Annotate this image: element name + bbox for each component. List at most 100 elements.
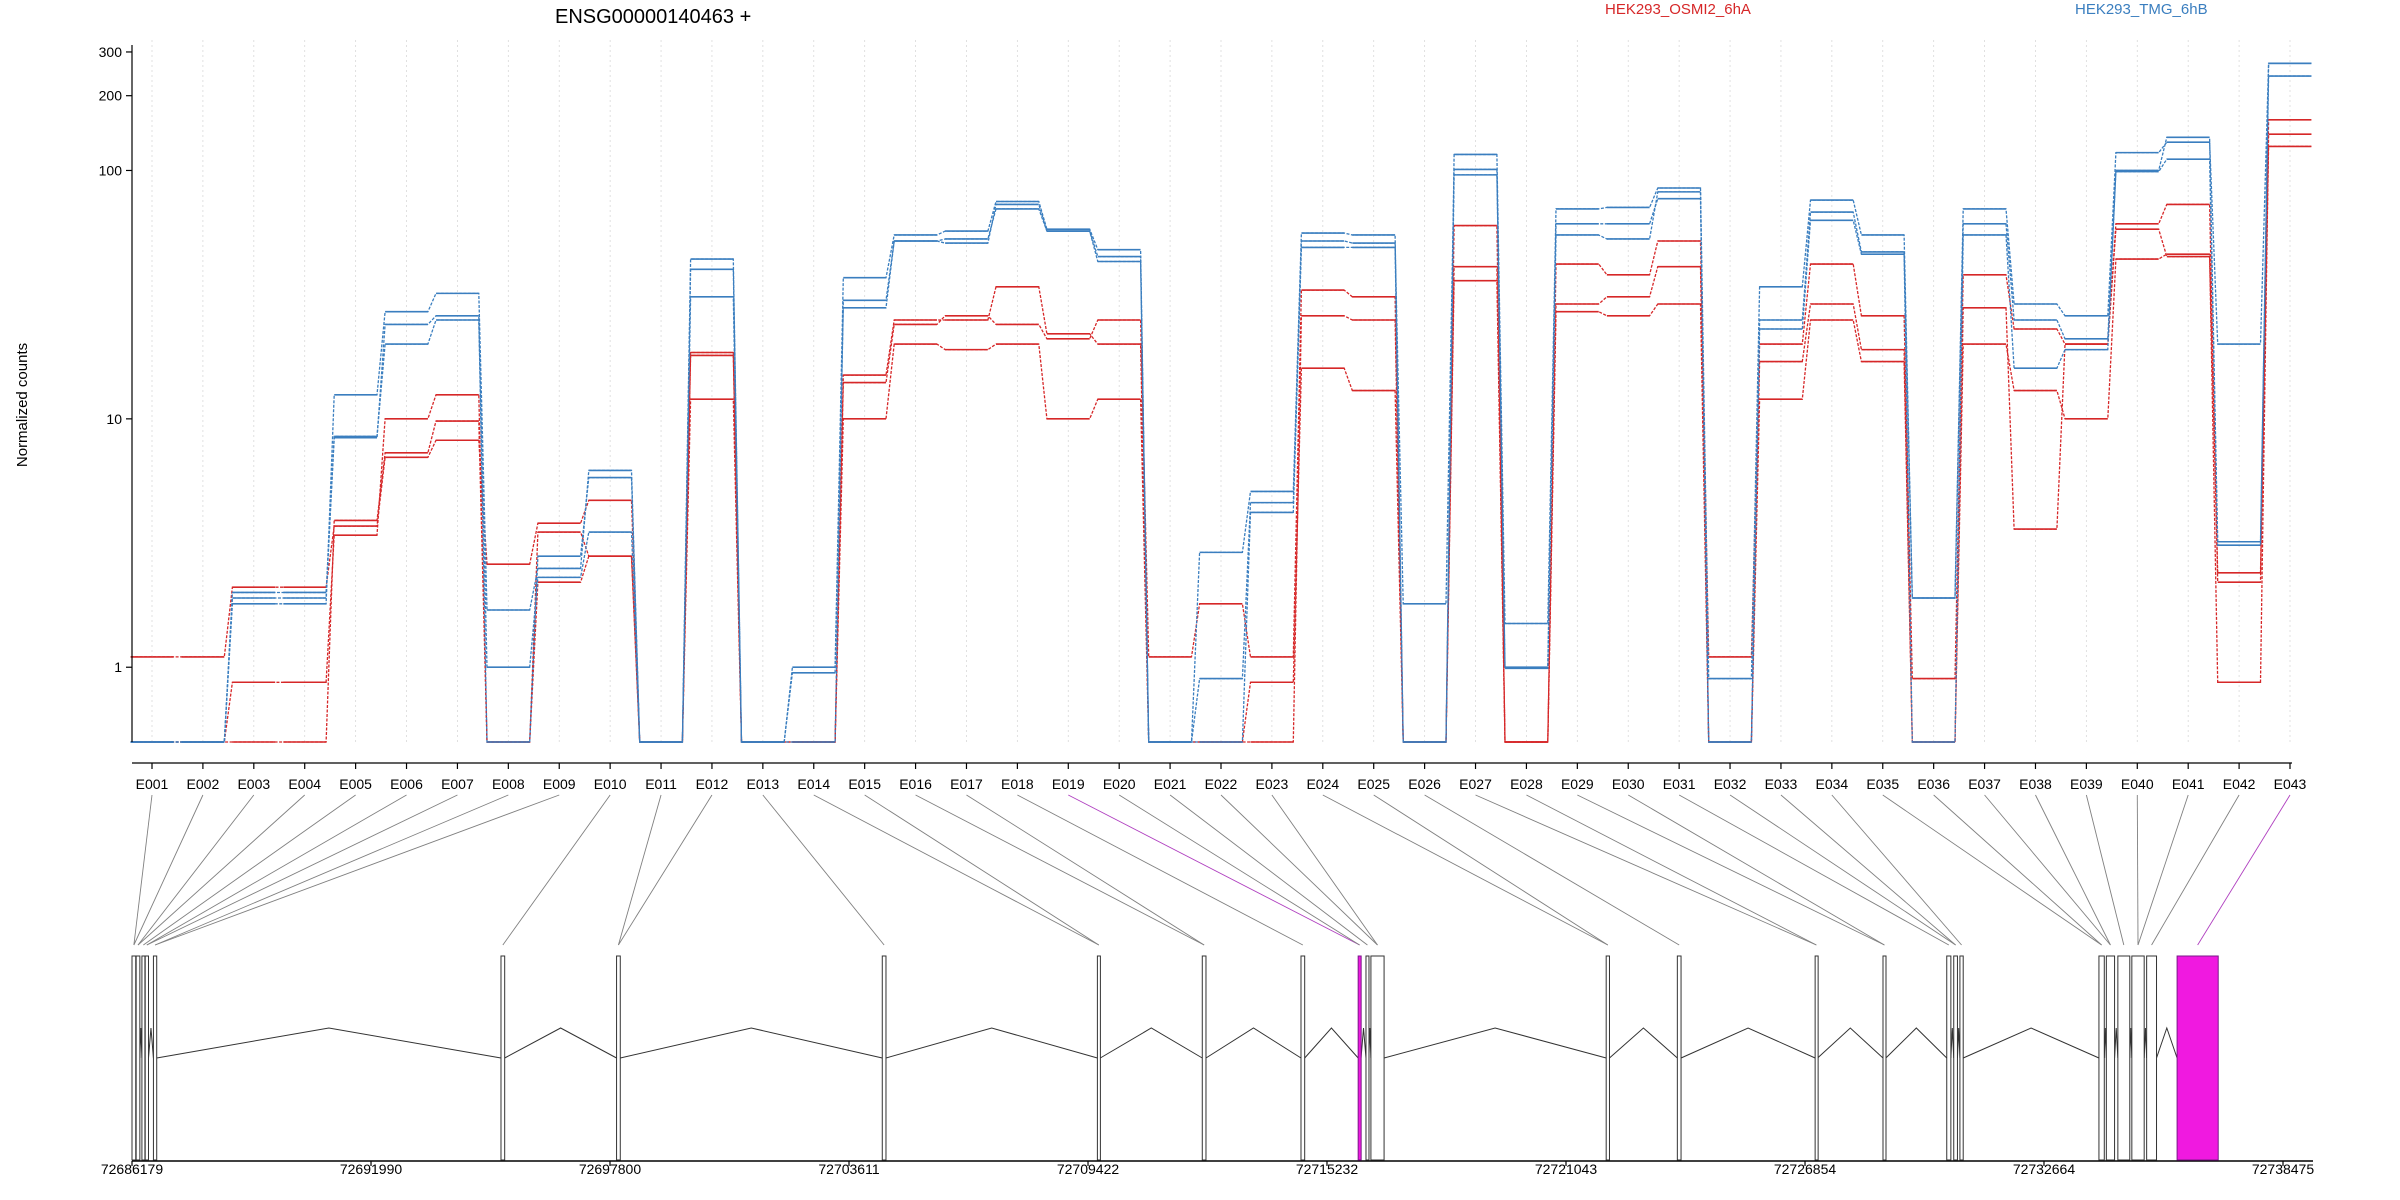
connector-line	[1169, 794, 1368, 946]
connector-line	[2035, 794, 2111, 946]
x-tick-label: E008	[492, 776, 525, 792]
x-tick-label: E013	[747, 776, 780, 792]
exon-block	[2176, 955, 2219, 1161]
x-tick-label: E022	[1205, 776, 1238, 792]
y-tick-label: 200	[99, 88, 123, 104]
y-tick-label: 1	[114, 659, 122, 675]
exon-block	[2105, 955, 2116, 1161]
exon-block	[131, 955, 137, 1161]
intron-line	[1360, 1027, 1367, 1059]
x-tick-label: E017	[950, 776, 983, 792]
connector-line	[133, 794, 153, 946]
exon-block	[2098, 955, 2105, 1161]
connector-line	[1780, 794, 1956, 946]
connector-line	[864, 794, 1100, 946]
connector-line	[915, 794, 1205, 946]
exon-block	[1370, 955, 1385, 1161]
exon-block	[152, 955, 158, 1161]
genomic-tick-label: 72686179	[101, 1161, 164, 1177]
exon-block	[1946, 955, 1952, 1161]
connector-line	[1678, 794, 1950, 946]
x-tick-label: E043	[2274, 776, 2307, 792]
x-tick-label: E005	[339, 776, 372, 792]
genomic-tick-label: 72715232	[1296, 1161, 1359, 1177]
intron-line	[1963, 1027, 2100, 1059]
exon-block	[2117, 955, 2131, 1161]
connector-line	[1373, 794, 1609, 946]
y-tick-label: 10	[106, 411, 122, 427]
exon-block	[1365, 955, 1370, 1161]
exon-block	[881, 955, 887, 1161]
x-tick-label: E040	[2121, 776, 2154, 792]
connector-line	[1068, 794, 1360, 946]
exon-block	[1814, 955, 1819, 1161]
series-lines	[130, 62, 2312, 743]
connector-line	[1831, 794, 1962, 946]
connector-line	[617, 794, 662, 946]
connector-line	[137, 794, 255, 946]
connector-line	[1729, 794, 1956, 946]
x-tick-label: E033	[1765, 776, 1798, 792]
connector-line	[1322, 794, 1609, 946]
legend-entry-tmg: HEK293_TMG_6hB	[2075, 1, 2208, 18]
y-tick-label: 300	[99, 44, 123, 60]
x-tick-label: E009	[543, 776, 576, 792]
x-tick-label: E026	[1408, 776, 1441, 792]
exon-connectors	[133, 794, 2291, 946]
connector-line	[2151, 794, 2240, 946]
connector-line	[1628, 794, 1885, 946]
intron-line	[1383, 1027, 1607, 1059]
connector-line	[146, 794, 407, 946]
connector-line	[1984, 794, 2111, 946]
x-tick-label: E023	[1256, 776, 1289, 792]
connector-line	[143, 794, 356, 946]
x-tick-label: E004	[288, 776, 321, 792]
x-tick-label: E034	[1816, 776, 1849, 792]
genomic-tick-label: 72738475	[2252, 1161, 2315, 1177]
exon-block	[616, 955, 621, 1161]
x-tick-label: E032	[1714, 776, 1747, 792]
axes: 1 10 100 200 300 E001 E002 E003 E004 E005 E006 E007…	[99, 44, 2307, 792]
genomic-tick-label: 72697800	[579, 1161, 642, 1177]
connector-line	[1118, 794, 1360, 946]
intron-line	[1680, 1027, 1816, 1059]
intron-line	[885, 1027, 1098, 1059]
x-tick-label: E011	[645, 776, 677, 792]
genomic-tick-label: 72709422	[1057, 1161, 1120, 1177]
connector-line	[133, 794, 204, 946]
exon-block	[2146, 955, 2158, 1161]
connector-line	[813, 794, 1100, 946]
exon-block	[500, 955, 506, 1161]
intron-line	[504, 1027, 617, 1059]
connector-line	[2136, 794, 2139, 946]
x-tick-label: E036	[1917, 776, 1950, 792]
x-tick-label: E001	[136, 776, 169, 792]
connector-line	[154, 794, 560, 946]
exon-block	[2131, 955, 2145, 1161]
exon-block	[1676, 955, 1682, 1161]
y-axis-label: Normalized counts	[14, 343, 31, 467]
x-tick-label: E027	[1459, 776, 1492, 792]
connector-line	[1882, 794, 2102, 946]
genomic-tick-label: 72726854	[1774, 1161, 1837, 1177]
connector-line	[966, 794, 1205, 946]
chart-title: ENSG00000140463 +	[555, 6, 751, 28]
x-tick-label: E039	[2070, 776, 2103, 792]
connector-line	[1271, 794, 1378, 946]
x-tick-label: E016	[899, 776, 932, 792]
x-tick-label: E007	[441, 776, 474, 792]
x-tick-label: E002	[187, 776, 220, 792]
exon-block	[1953, 955, 1958, 1161]
connector-line	[2085, 794, 2125, 946]
x-tick-label: E030	[1612, 776, 1645, 792]
x-tick-label: E020	[1103, 776, 1136, 792]
intron-line	[620, 1027, 883, 1059]
x-tick-label: E019	[1052, 776, 1085, 792]
exon-block	[1096, 955, 1101, 1161]
connector-line	[1933, 794, 2102, 946]
intron-line	[2156, 1026, 2178, 1059]
x-tick-label: E006	[390, 776, 423, 792]
x-tick-label: E031	[1663, 776, 1696, 792]
exon-block	[141, 955, 146, 1161]
